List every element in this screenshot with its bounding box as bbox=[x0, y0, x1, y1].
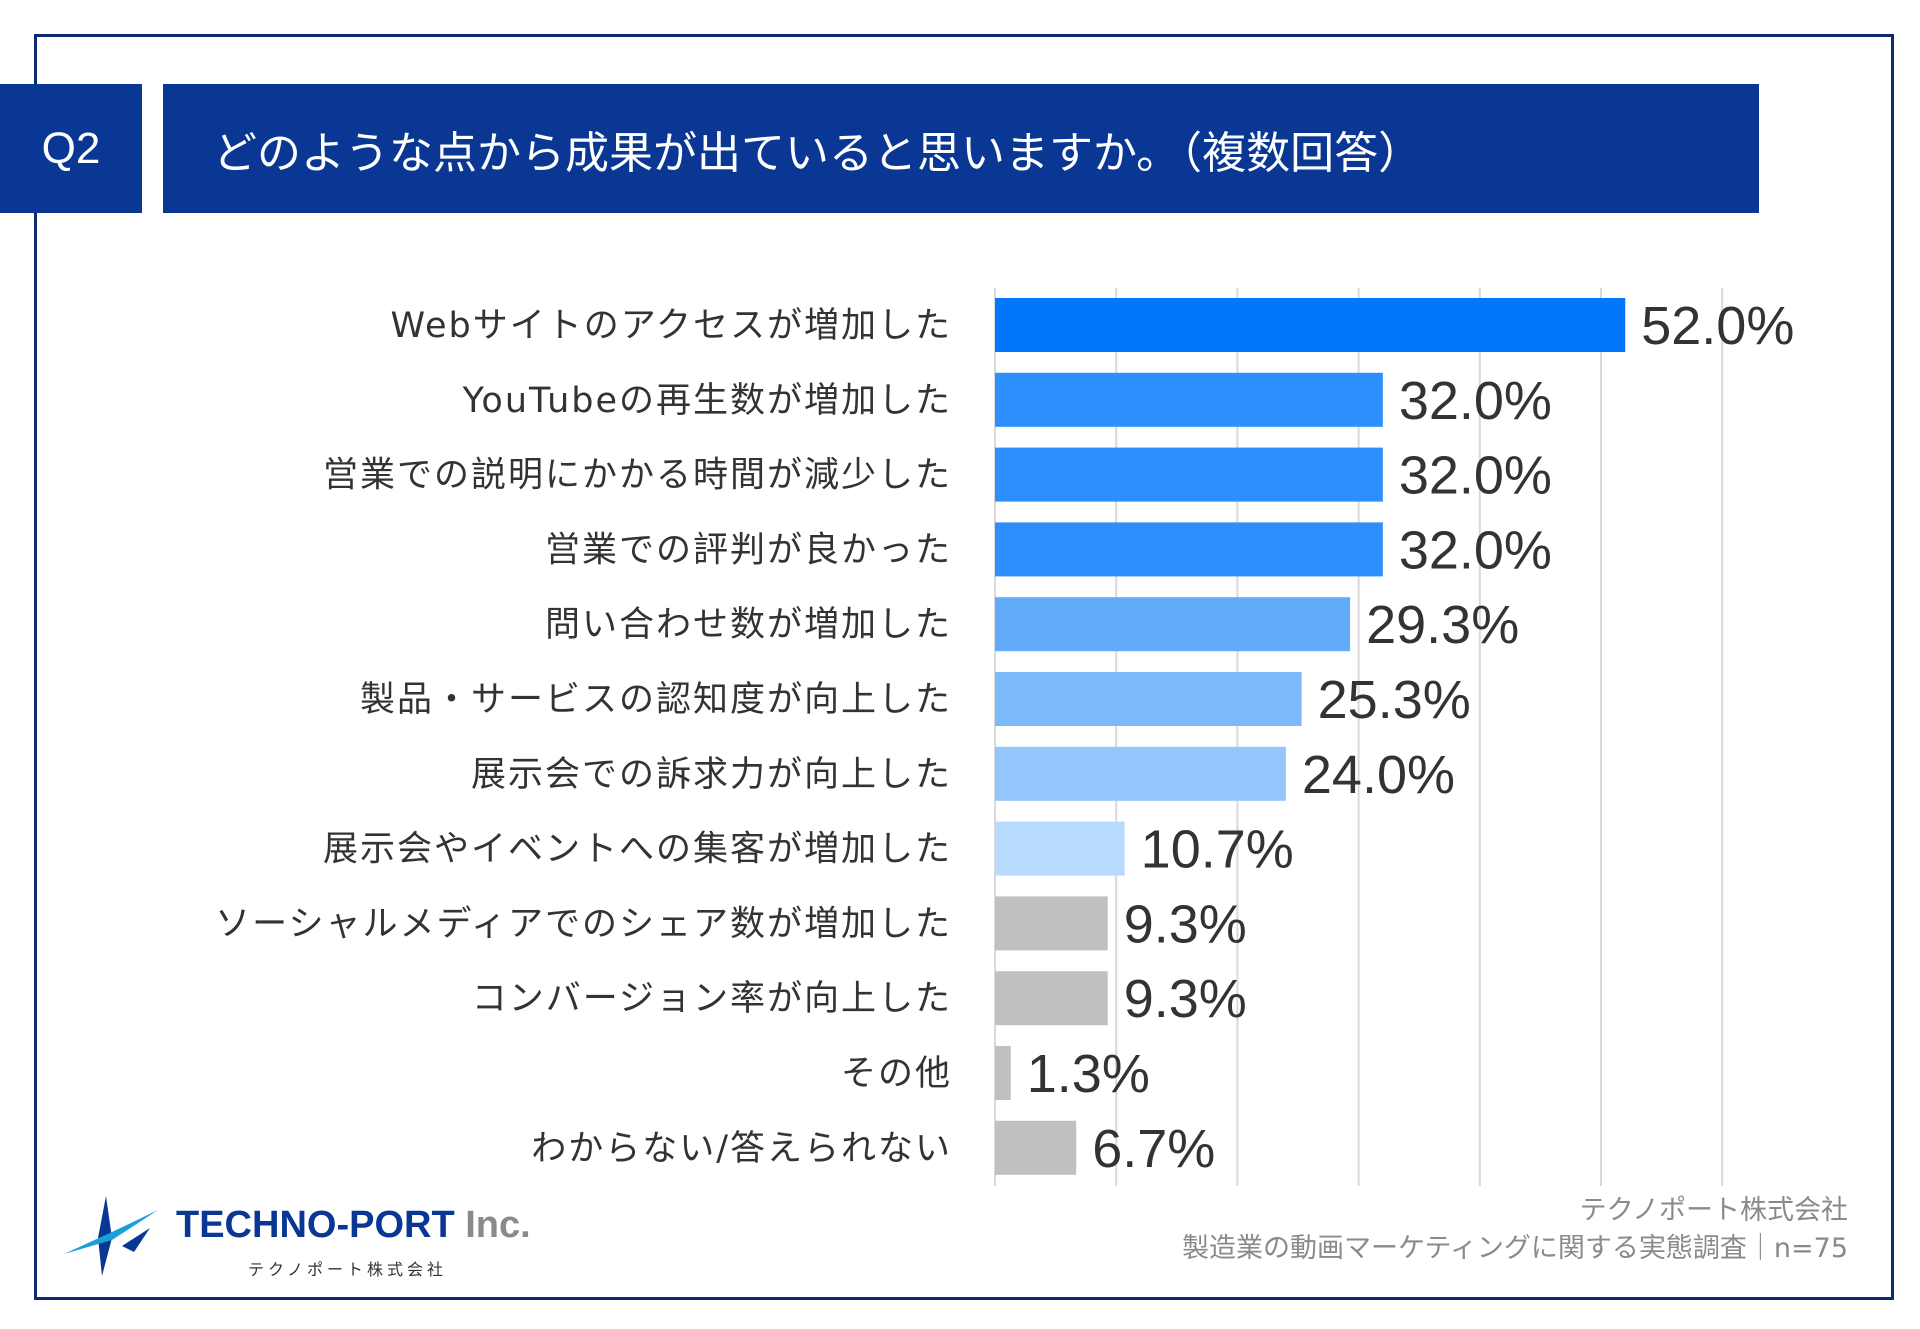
logo-name-main: TECHNO-PORT bbox=[176, 1204, 455, 1246]
source-survey: 製造業の動画マーケティングに関する実態調査｜n=75 bbox=[1182, 1233, 1848, 1264]
category-label: YouTubeの再生数が増加した bbox=[462, 381, 952, 421]
source-note: テクノポート株式会社 製造業の動画マーケティングに関する実態調査｜n=75 bbox=[1182, 1192, 1848, 1268]
value-label: 29.3% bbox=[1366, 595, 1519, 655]
bar bbox=[995, 372, 1383, 427]
category-label: ソーシャルメディアでのシェア数が増加した bbox=[215, 904, 952, 944]
logo-name-suffix: Inc. bbox=[454, 1204, 531, 1246]
bar bbox=[995, 896, 1108, 951]
source-company: テクノポート株式会社 bbox=[1579, 1195, 1848, 1226]
value-label: 24.0% bbox=[1302, 745, 1455, 805]
bar bbox=[995, 672, 1302, 726]
logo-mark-icon bbox=[64, 1196, 158, 1276]
value-label: 10.7% bbox=[1141, 820, 1294, 880]
category-label: わからない/答えられない bbox=[531, 1129, 952, 1169]
question-number-badge: Q2 bbox=[0, 84, 142, 213]
question-title-banner: どのような点から成果が出ていると思いますか。（複数回答） bbox=[163, 84, 1759, 213]
bar bbox=[995, 1046, 1011, 1100]
category-label: 問い合わせ数が増加した bbox=[545, 605, 952, 645]
value-label: 25.3% bbox=[1318, 670, 1471, 730]
bar bbox=[995, 971, 1108, 1026]
category-label: その他 bbox=[841, 1054, 952, 1094]
bar bbox=[995, 597, 1351, 652]
value-label: 32.0% bbox=[1399, 371, 1552, 431]
value-label: 52.0% bbox=[1641, 296, 1794, 356]
company-logo: TECHNO-PORT Inc. テクノポート株式会社 bbox=[62, 1188, 542, 1284]
bar bbox=[995, 447, 1383, 502]
category-label: Webサイトのアクセスが増加した bbox=[390, 306, 952, 346]
chart-frame bbox=[34, 34, 1894, 1300]
bar bbox=[995, 1120, 1077, 1175]
logo-subtitle: テクノポート株式会社 bbox=[248, 1260, 448, 1279]
question-title: どのような点から成果が出ていると思いますか。（複数回答） bbox=[213, 127, 1423, 179]
logo-wordmark: TECHNO-PORT Inc. bbox=[176, 1204, 531, 1247]
value-label: 32.0% bbox=[1399, 520, 1552, 580]
category-label: 製品・サービスの認知度が向上した bbox=[360, 680, 952, 720]
category-label: 営業での評判が良かった bbox=[545, 530, 952, 570]
category-label: 展示会やイベントへの集客が増加した bbox=[323, 830, 952, 870]
value-label: 9.3% bbox=[1124, 969, 1247, 1029]
value-label: 6.7% bbox=[1092, 1119, 1215, 1179]
bar bbox=[995, 821, 1125, 876]
category-label: コンバージョン率が向上した bbox=[472, 979, 952, 1019]
category-label: 営業での説明にかかる時間が減少した bbox=[323, 456, 952, 496]
value-label: 32.0% bbox=[1399, 446, 1552, 506]
bar bbox=[995, 746, 1286, 801]
bar bbox=[995, 298, 1626, 352]
value-label: 1.3% bbox=[1027, 1044, 1150, 1104]
value-label: 9.3% bbox=[1124, 894, 1247, 954]
category-label: 展示会での訴求力が向上した bbox=[471, 755, 952, 795]
bar bbox=[995, 522, 1383, 577]
